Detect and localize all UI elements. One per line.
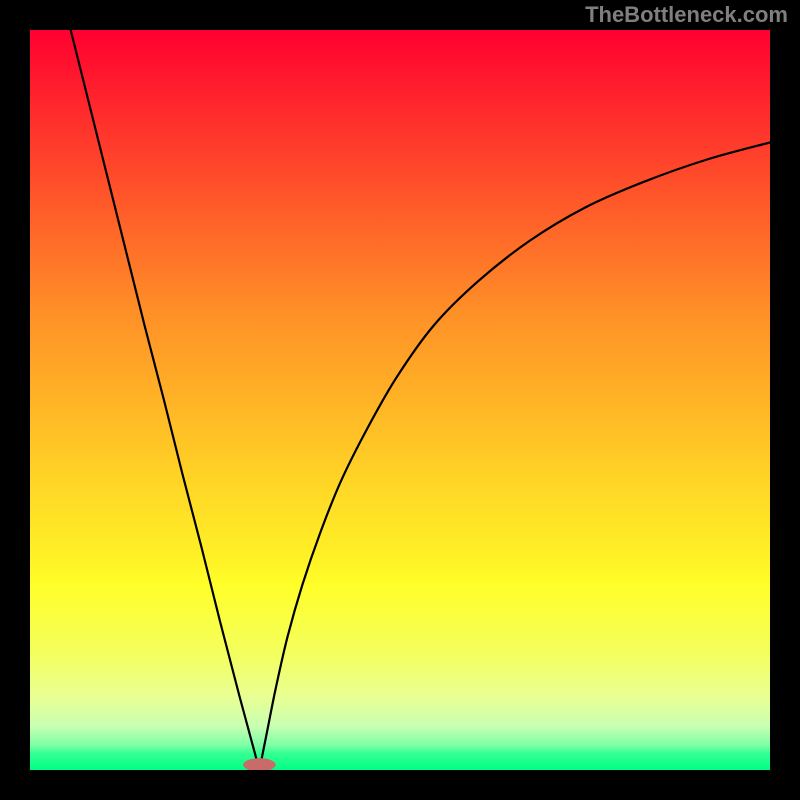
- minimum-marker: [243, 758, 276, 771]
- watermark-text: TheBottleneck.com: [585, 2, 788, 28]
- plot-background: [30, 30, 770, 770]
- chart-container: { "meta": { "watermark": "TheBottleneck.…: [0, 0, 800, 800]
- bottleneck-chart: [0, 0, 800, 800]
